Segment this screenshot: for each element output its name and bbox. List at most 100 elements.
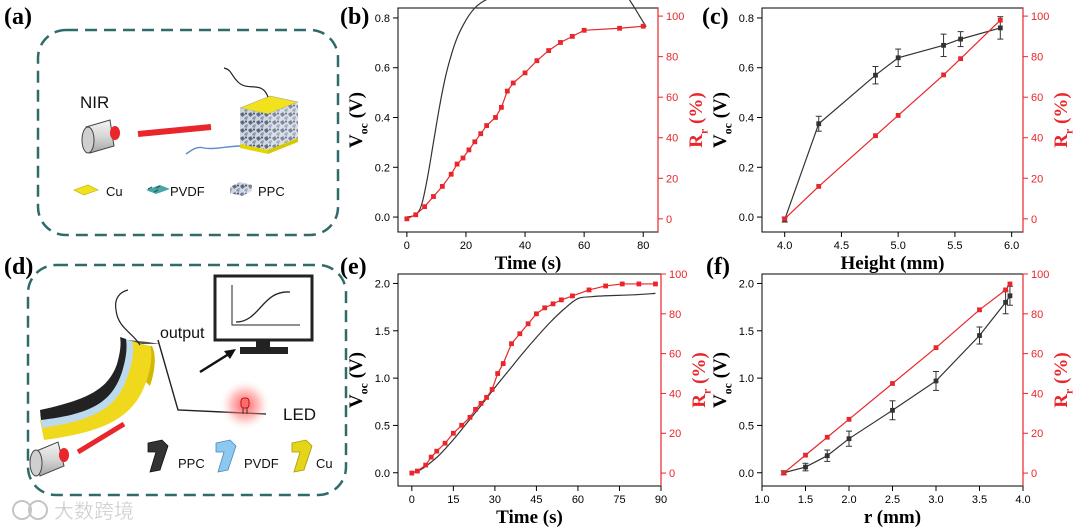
rr-data-point	[489, 387, 495, 392]
voc-series-line	[411, 292, 656, 474]
rr-data-point	[500, 361, 506, 366]
y-left-tick-label: 0.8	[375, 13, 390, 25]
rr-data-point	[570, 293, 575, 299]
rr-data-point	[517, 331, 523, 337]
rr-data-point	[873, 133, 878, 139]
rr-data-point	[472, 139, 478, 145]
y-left-tick-label: 1.0	[375, 373, 390, 385]
y-left-tick-label: 1.5	[375, 326, 390, 338]
y-right-tick-label: 100	[666, 11, 684, 23]
y-right-axis-title: Rr (%)	[689, 352, 714, 407]
x-tick-label: 6.0	[1004, 240, 1019, 252]
panel-label-d: (d)	[4, 254, 34, 280]
y-left-axis-title-main: V	[346, 394, 367, 408]
voc-data-point	[895, 55, 901, 61]
y-right-axis-title: Rr (%)	[1051, 352, 1076, 407]
x-tick-label: 4.5	[834, 240, 849, 252]
y-right-tick-label: 40	[1031, 388, 1043, 400]
voc-series-line	[406, 0, 647, 218]
output-arrow-icon	[199, 349, 236, 374]
rr-data-point	[522, 70, 528, 76]
rr-data-point	[473, 406, 478, 412]
y-right-axis-title-main: R	[1051, 134, 1072, 148]
monitor-icon	[213, 274, 314, 354]
y-right-tick-label: 40	[1031, 133, 1043, 145]
y-left-tick-label: 0.0	[375, 212, 390, 224]
rr-data-point	[404, 216, 410, 222]
voc-data-point	[816, 121, 822, 127]
y-left-tick-label: 0.2	[739, 162, 754, 174]
chart-b: 0 20 40 60 80 0.0 0.2 0.4 0.6 0.8 0 20 40 60 80 100 Time…	[346, 0, 711, 274]
voc-data-point	[824, 453, 830, 459]
y-right-tick-label: 0	[1031, 468, 1037, 480]
rr-data-point	[933, 345, 939, 351]
y-right-axis-title-rest: (%)	[686, 92, 707, 128]
y-right-tick-label: 80	[1031, 309, 1043, 321]
x-tick-label: 2.0	[841, 494, 856, 506]
y-right-tick-label: 20	[1031, 428, 1043, 440]
y-right-tick-label: 20	[1031, 173, 1043, 185]
x-tick-label: 3.5	[972, 494, 987, 506]
voc-data-point	[958, 36, 963, 42]
legend-cu-icon	[73, 184, 99, 196]
y-left-axis-title-main: V	[710, 394, 731, 408]
x-tick-label: 1.0	[754, 494, 769, 506]
x-tick-label: 4.0	[777, 240, 792, 252]
y-left-tick-label: 1.0	[739, 373, 754, 385]
rr-data-point	[493, 115, 498, 120]
y-right-tick-label: 40	[669, 388, 681, 400]
rr-data-point	[636, 281, 642, 287]
rr-data-point	[941, 72, 946, 78]
rr-data-point	[781, 470, 787, 476]
panel-label-e: (e)	[340, 254, 367, 280]
rr-data-point	[428, 454, 434, 460]
rr-data-point	[824, 434, 830, 440]
rr-data-point	[581, 27, 587, 33]
y-right-axis-title-rest: (%)	[1051, 92, 1072, 128]
y-left-tick-label: 0.4	[739, 113, 754, 125]
legend-cu-d-label: Cu	[316, 456, 333, 471]
x-axis-title: r (mm)	[864, 507, 921, 528]
rr-data-point	[534, 58, 540, 64]
legend-ppc-label: PPC	[258, 184, 285, 199]
y-right-axis-title-main: R	[689, 394, 710, 408]
wire-bottom	[185, 145, 241, 155]
nir-label: NIR	[80, 93, 109, 112]
y-right-tick-label: 100	[669, 269, 687, 281]
x-tick-label: 4.0	[1015, 494, 1030, 506]
rr-data-point	[1003, 287, 1008, 293]
rr-data-point	[409, 470, 415, 476]
y-right-axis-title-sub: r	[1063, 389, 1076, 394]
voc-data-point	[873, 72, 878, 78]
y-left-tick-label: 0.8	[739, 13, 754, 25]
y-left-axis-title: Voc (V)	[346, 352, 371, 408]
rr-data-point	[816, 183, 822, 189]
voc-data-point	[890, 407, 895, 413]
y-left-tick-label: 1.5	[739, 326, 754, 338]
voc-data-point	[1003, 299, 1008, 305]
y-right-axis-title-sub: r	[698, 129, 711, 134]
rr-data-point	[640, 23, 646, 29]
rr-data-point	[439, 183, 445, 189]
legend-pvdf-d-icon	[215, 439, 237, 473]
y-left-axis-title-rest: (V)	[710, 92, 731, 123]
nir-beam-d	[76, 421, 126, 455]
ppc-cube-icon	[239, 95, 299, 154]
y-left-tick-label: 0.4	[375, 113, 390, 125]
panel-label-c: (c)	[702, 4, 729, 30]
x-axis-title: Time (s)	[496, 507, 563, 528]
rr-data-point	[454, 161, 460, 167]
nir-source-d-icon	[29, 441, 69, 477]
legend-ppc-icon	[230, 182, 252, 196]
chart-e: 0 15 30 45 60 75 90 0.0 0.5 1.0 1.5 2.0 0 20 40 60 80 100…	[346, 269, 714, 528]
rr-data-point	[478, 131, 484, 137]
y-right-axis-title-rest: (%)	[1051, 352, 1072, 388]
x-tick-label: 0	[409, 494, 415, 506]
led-icon	[219, 379, 271, 431]
y-left-axis-title-rest: (V)	[346, 92, 367, 123]
rr-data-point	[459, 422, 465, 428]
rr-data-point	[586, 287, 592, 293]
y-right-tick-label: 0	[669, 468, 675, 480]
y-left-axis-title-main: V	[346, 134, 367, 148]
y-right-tick-label: 80	[1031, 52, 1043, 64]
